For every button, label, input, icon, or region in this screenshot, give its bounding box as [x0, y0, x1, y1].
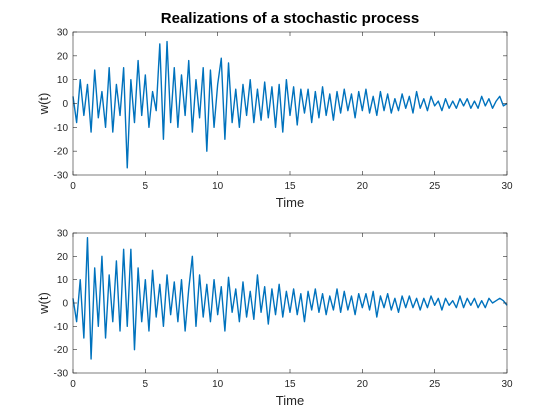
x-tick-label: 30: [501, 379, 513, 390]
y-tick-label: 10: [57, 75, 69, 86]
y-tick-label: 0: [62, 299, 68, 310]
x-tick-label: 15: [284, 181, 296, 192]
x-tick-label: 20: [357, 379, 369, 390]
y-tick-label: -30: [54, 369, 69, 380]
x-tick-label: 10: [212, 181, 224, 192]
x-axis-label: Time: [276, 393, 304, 408]
x-tick-label: 0: [70, 379, 76, 390]
x-tick-label: 30: [501, 181, 513, 192]
y-tick-label: 0: [62, 99, 68, 110]
y-tick-label: -10: [54, 322, 69, 333]
y-tick-label: -10: [54, 123, 69, 134]
y-axis-label: w(t): [36, 292, 51, 315]
axes-background: [73, 233, 507, 373]
x-tick-label: 25: [429, 181, 441, 192]
data-line: [72, 236, 508, 360]
chart-title: Realizations of a stochastic process: [161, 10, 419, 27]
x-tick-label: 5: [143, 181, 149, 192]
x-tick-label: 5: [143, 379, 149, 390]
y-tick-label: 20: [57, 51, 69, 62]
axes-background: [73, 32, 507, 175]
y-tick-label: 10: [57, 275, 69, 286]
x-tick-label: 10: [212, 379, 224, 390]
y-axis-label: w(t): [36, 93, 51, 116]
y-tick-label: 20: [57, 252, 69, 263]
y-tick-label: -30: [54, 171, 69, 182]
x-tick-label: 0: [70, 181, 76, 192]
x-tick-label: 15: [284, 379, 296, 390]
x-tick-label: 20: [357, 181, 369, 192]
x-tick-label: 25: [429, 379, 441, 390]
x-axis-label: Time: [276, 195, 304, 210]
y-tick-label: 30: [57, 229, 69, 240]
y-tick-label: -20: [54, 345, 69, 356]
y-tick-label: 30: [57, 28, 69, 39]
y-tick-label: -20: [54, 147, 69, 158]
data-line: [72, 40, 508, 169]
